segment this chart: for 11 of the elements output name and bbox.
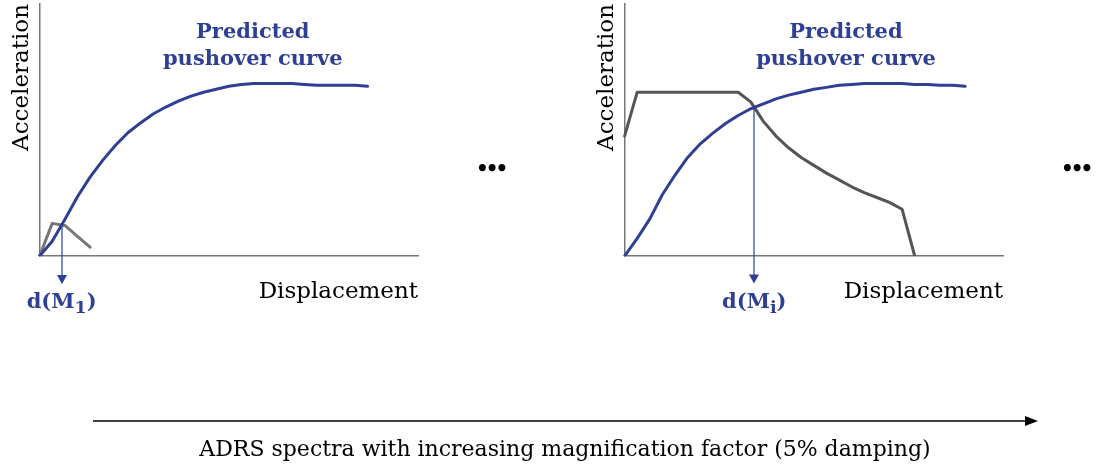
- series-label: Predicted pushover curve: [162, 18, 343, 71]
- text: d(M$_{1}$): [26, 288, 97, 318]
- x-axis-title: Displacement: [843, 277, 1004, 304]
- x-axis-title: Displacement: [258, 277, 419, 304]
- series-label: Predicted pushover curve: [756, 18, 936, 71]
- y-axis-title: Acceleration: [591, 3, 618, 152]
- text: •••: [1061, 156, 1091, 180]
- text: •••: [476, 156, 506, 180]
- text: d(M$_{i}$): [722, 288, 787, 318]
- text: ADRS spectra with increasing magnification factor (5% damping): [198, 436, 932, 461]
- y-axis-title: Acceleration: [6, 3, 33, 152]
